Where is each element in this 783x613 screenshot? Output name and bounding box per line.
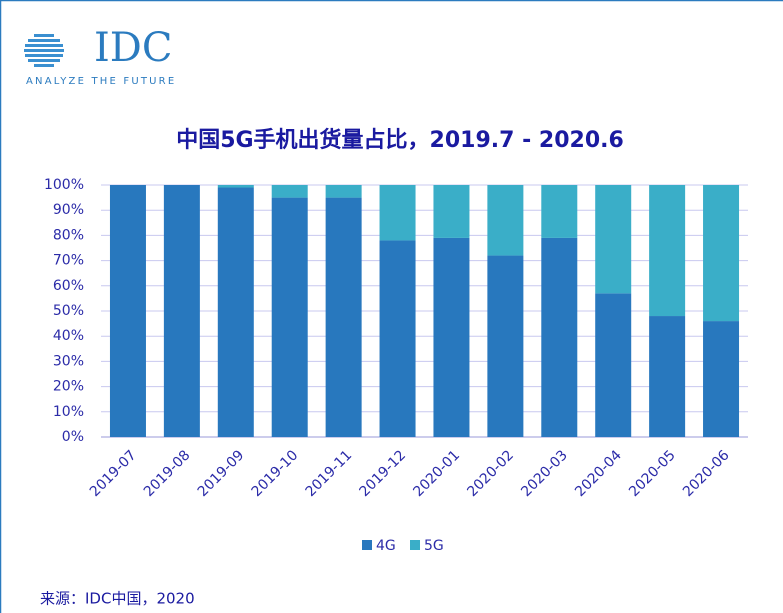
x-tick-label: 2019-10: [249, 447, 302, 500]
x-tick-label: 2020-04: [572, 447, 625, 500]
y-tick-label: 50%: [53, 303, 84, 319]
bar-segment: [703, 321, 740, 437]
y-tick-label: 90%: [53, 202, 84, 218]
x-tick-label: 2020-03: [518, 447, 571, 500]
bar-segment: [595, 185, 632, 294]
y-tick-label: 80%: [53, 227, 84, 243]
legend-swatch: [410, 540, 420, 550]
legend-label: 5G: [424, 538, 444, 554]
chart-title: 中国5G手机出货量占比，2019.7 - 2020.6: [176, 127, 624, 153]
y-tick-label: 40%: [53, 328, 84, 344]
x-tick-label: 2020-05: [626, 447, 679, 500]
bar-segment: [433, 185, 470, 238]
x-tick-label: 2020-02: [464, 447, 517, 500]
x-tick-label: 2019-11: [303, 447, 356, 500]
bar-segment: [109, 185, 146, 437]
bar-segment: [595, 293, 632, 437]
bar-segment: [703, 185, 740, 322]
source: 来源：IDC中国，2020: [40, 590, 195, 608]
bar-segment: [541, 237, 578, 437]
bar-segment: [487, 185, 524, 256]
bar-segment: [163, 185, 200, 437]
y-tick-label: 60%: [53, 278, 84, 294]
y-tick-label: 70%: [53, 253, 84, 269]
logo-tagline: ANALYZE THE FUTURE: [26, 76, 176, 87]
x-tick-label: 2019-08: [141, 447, 194, 500]
bar-segment: [649, 185, 686, 317]
bar-segment: [325, 197, 362, 437]
y-tick-label: 10%: [53, 404, 84, 420]
logo-globe: [24, 34, 64, 67]
bar-segment: [325, 185, 362, 198]
x-tick-label: 2020-01: [410, 447, 463, 500]
logo-name: IDC: [94, 25, 172, 71]
y-tick-label: 100%: [44, 177, 84, 193]
y-tick-label: 30%: [53, 353, 84, 369]
bar-segment: [217, 185, 254, 188]
y-tick-label: 0%: [62, 429, 84, 445]
bar-segment: [379, 240, 416, 437]
y-tick-label: 20%: [53, 379, 84, 395]
bar-segment: [379, 185, 416, 241]
x-tick-label: 2019-12: [357, 447, 410, 500]
bar-segment: [217, 187, 254, 437]
bar-segment: [487, 255, 524, 437]
bar-segment: [541, 185, 578, 238]
bar-segment: [649, 316, 686, 437]
legend-label: 4G: [376, 538, 396, 554]
x-tick-label: 2019-07: [87, 447, 140, 500]
x-tick-label: 2020-06: [680, 447, 733, 500]
bar-segment: [433, 237, 470, 437]
bar-segment: [271, 197, 308, 437]
bar-segment: [271, 185, 308, 198]
x-tick-label: 2019-09: [195, 447, 248, 500]
legend-swatch: [362, 540, 372, 550]
